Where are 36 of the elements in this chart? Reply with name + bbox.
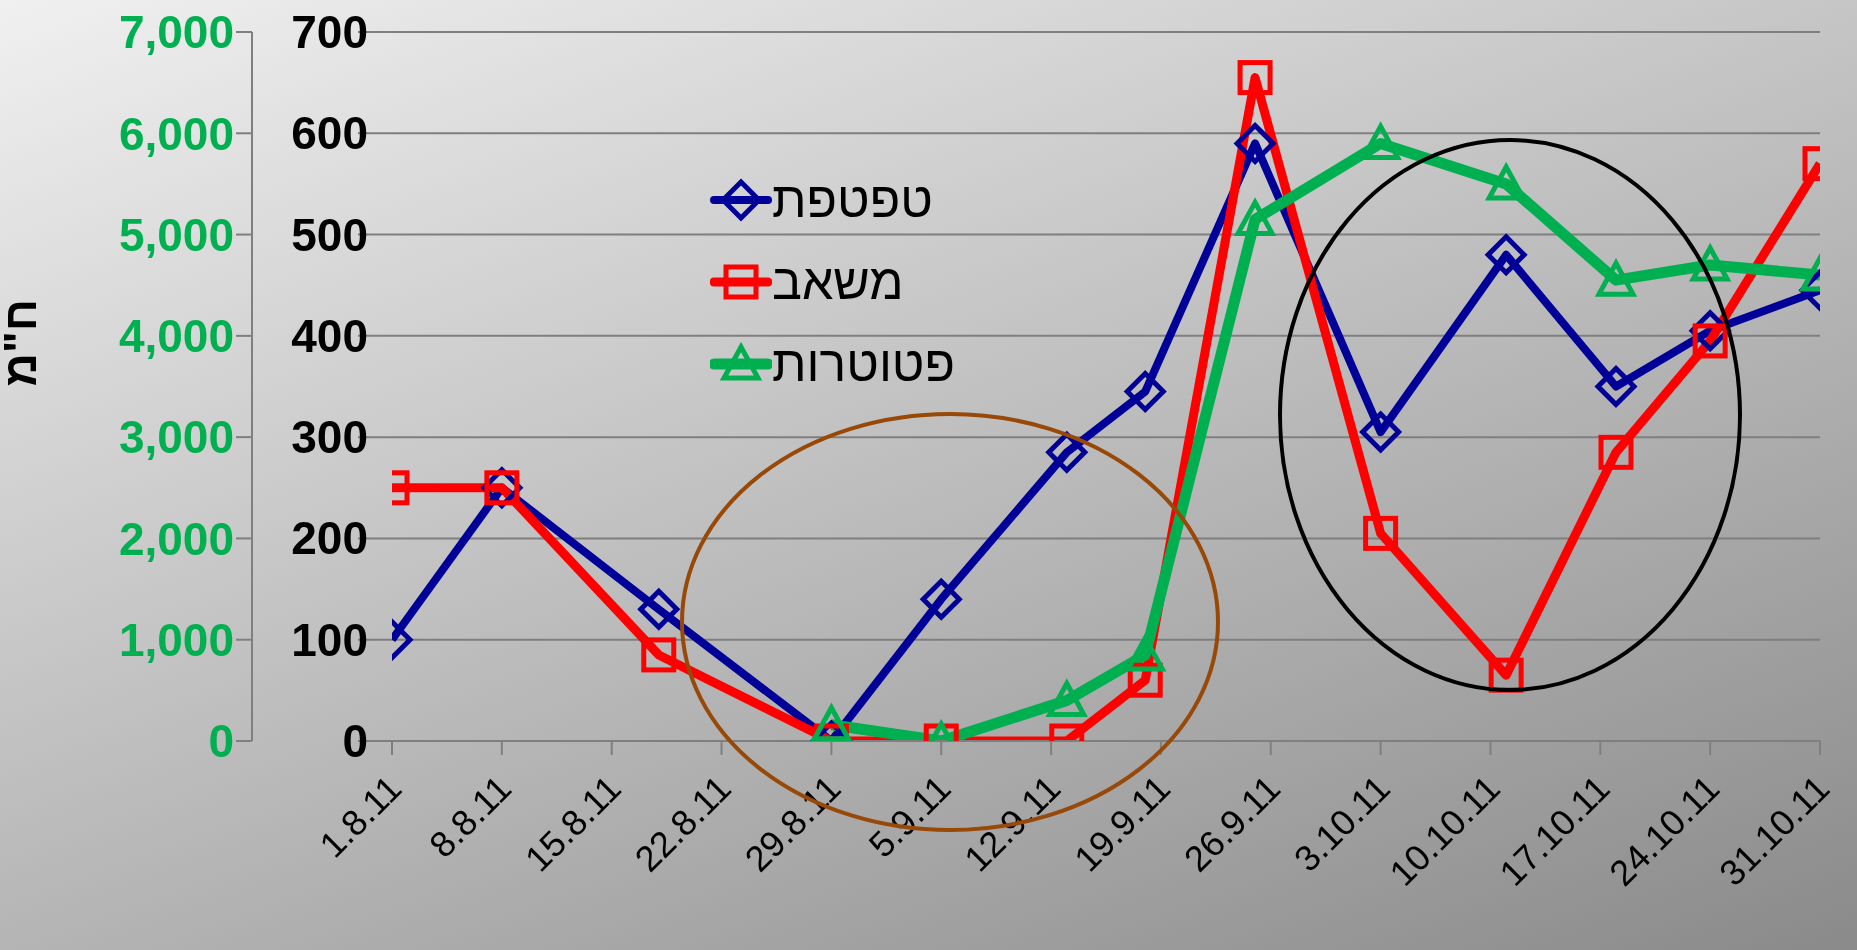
y-axis-title: ח"מ [0,299,47,387]
point [1595,366,1637,407]
y-tick-label: 3,000 [118,411,234,464]
point [1598,434,1634,470]
point [1360,411,1402,453]
point [641,637,677,673]
y2-tick-label: 500 [291,208,368,261]
y-tick-label: 7,000 [118,6,234,59]
point [1045,678,1088,717]
point [920,578,962,620]
y2-tick-label: 0 [342,715,368,767]
y2-tick-label: 100 [291,613,368,666]
point [1594,258,1638,297]
y2-tick-label: 700 [291,6,368,58]
point [1361,121,1402,160]
legend-label: טפטפת [772,171,933,230]
legend-label: משאב [772,253,904,312]
y-tick-label: 0 [208,715,234,768]
legend-label: פטוטרות [772,335,956,394]
y2-tick-label: 200 [291,512,368,565]
y2-tick-label: 600 [291,107,368,160]
point [1046,431,1088,473]
y-tick-label: 1,000 [118,614,234,667]
point [1124,371,1166,413]
point [1237,60,1273,96]
point [1234,197,1277,236]
point [1363,515,1399,551]
y2-tick-label: 300 [291,411,368,464]
y-tick-label: 2,000 [118,512,234,565]
y-tick-label: 4,000 [118,310,234,363]
point [1234,122,1276,164]
point [1485,234,1527,276]
y2-tick-label: 400 [291,309,368,362]
point [638,588,680,630]
y-tick-label: 6,000 [118,107,234,160]
y-tick-label: 5,000 [118,208,234,261]
